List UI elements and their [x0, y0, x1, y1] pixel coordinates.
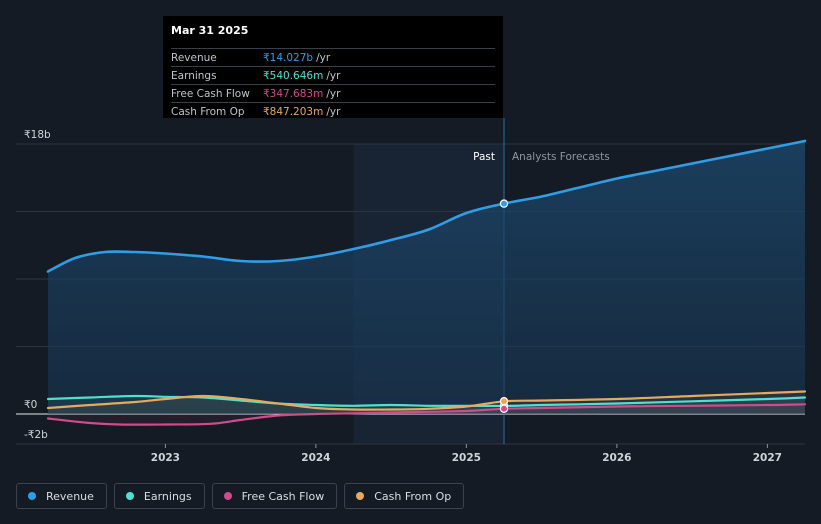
cash-from-op-line	[46, 390, 807, 411]
x-tick-label: 2025	[452, 452, 481, 464]
tooltip-label: Revenue	[171, 51, 217, 64]
x-tick-label: 2026	[602, 452, 631, 464]
legend-label: Cash From Op	[374, 489, 452, 503]
legend-item-earnings[interactable]: Earnings	[113, 483, 205, 509]
legend-dot-icon	[28, 492, 36, 500]
tooltip-date: Mar 31 2025	[171, 24, 249, 37]
legend-label: Free Cash Flow	[241, 489, 325, 503]
legend-label: Revenue	[46, 489, 94, 503]
tooltip-label: Free Cash Flow	[171, 87, 250, 100]
legend-item-free-cash-flow[interactable]: Free Cash Flow	[211, 483, 338, 509]
revenue-line	[46, 139, 807, 273]
tooltip-value: ₹847.203m	[263, 105, 324, 118]
tooltip-value: ₹14.027b	[263, 51, 314, 64]
tooltip-unit: /yr	[316, 51, 331, 64]
tooltip-unit: /yr	[326, 69, 341, 82]
x-tick-label: 2024	[301, 452, 330, 464]
chart-legend: Revenue Earnings Free Cash Flow Cash Fro…	[16, 483, 465, 509]
legend-label: Earnings	[143, 489, 192, 503]
cash-from-op-area	[48, 391, 805, 414]
forecast-label: Analysts Forecasts	[512, 151, 610, 163]
revenue-point	[499, 199, 509, 208]
tooltip-label: Cash From Op	[171, 105, 245, 118]
tooltip-row-cash-from-op: Cash From Op ₹847.203m /yr	[171, 102, 495, 120]
tooltip-unit: /yr	[326, 87, 341, 100]
legend-item-cash-from-op[interactable]: Cash From Op	[344, 483, 465, 509]
y-tick-label: -₹2b	[24, 429, 48, 441]
cash-from-op-point	[499, 397, 509, 406]
y-tick-label: ₹0	[24, 399, 37, 411]
earnings-line	[46, 394, 807, 408]
legend-item-revenue[interactable]: Revenue	[16, 483, 107, 509]
data-tooltip: Mar 31 2025 Revenue ₹14.027b /yr Earning…	[163, 16, 503, 118]
y-tick-label: ₹18b	[24, 129, 51, 141]
x-tick-label: 2027	[753, 452, 782, 464]
tooltip-unit: /yr	[326, 105, 341, 118]
revenue-area	[48, 141, 805, 414]
x-tick-label: 2023	[151, 452, 180, 464]
free-cash-flow-point	[499, 404, 509, 413]
free-cash-flow-line	[46, 403, 807, 426]
tooltip-value: ₹347.683m	[263, 87, 324, 100]
legend-dot-icon	[356, 492, 365, 500]
tooltip-label: Earnings	[171, 69, 217, 82]
tooltip-row-free-cash-flow: Free Cash Flow ₹347.683m /yr	[171, 84, 495, 102]
tooltip-value: ₹540.646m	[263, 69, 324, 82]
tooltip-row-earnings: Earnings ₹540.646m /yr	[171, 66, 495, 84]
past-label: Past	[473, 151, 495, 163]
tooltip-row-revenue: Revenue ₹14.027b /yr	[171, 48, 495, 66]
legend-dot-icon	[223, 492, 232, 500]
legend-dot-icon	[125, 492, 134, 500]
